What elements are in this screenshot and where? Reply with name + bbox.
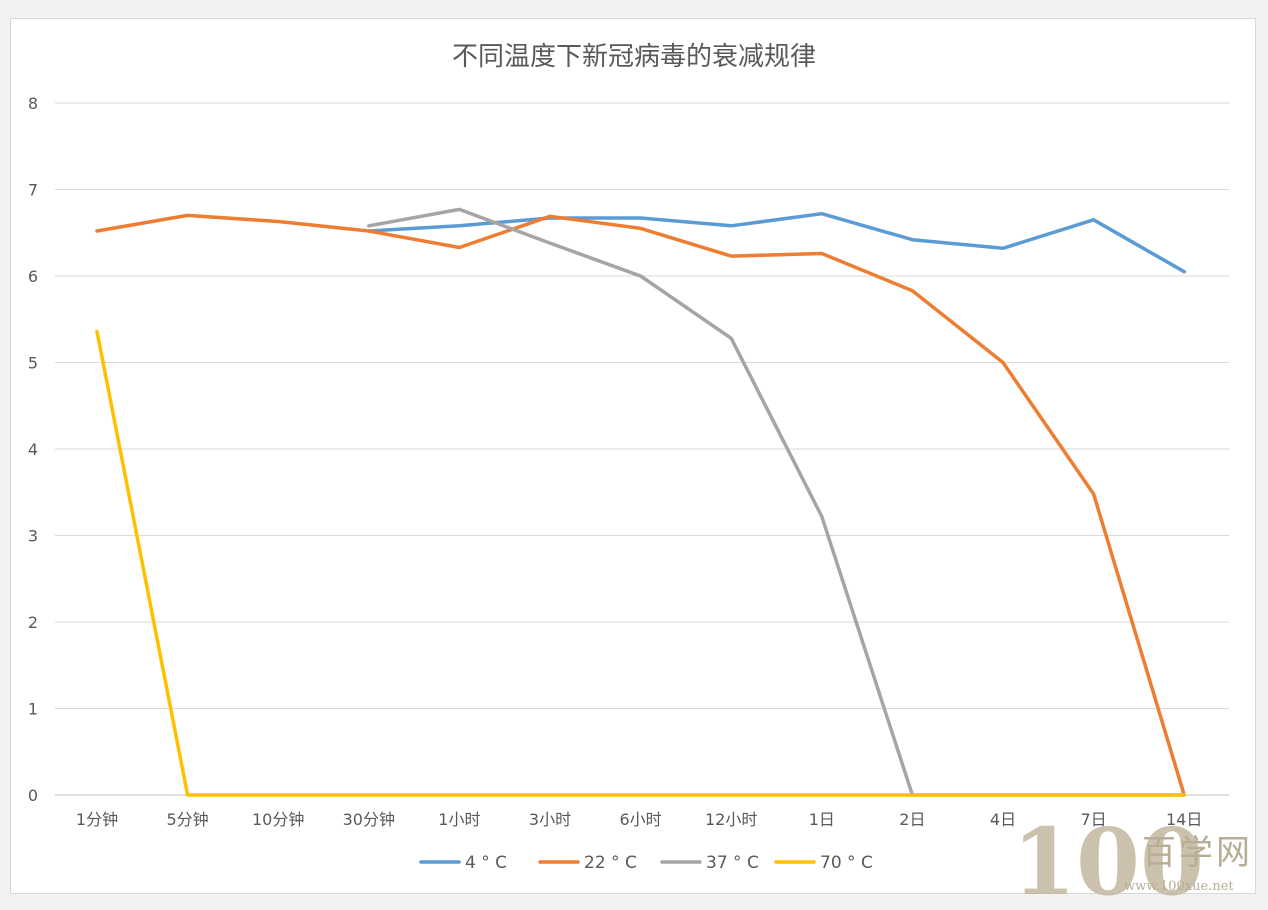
y-axis-ticks: 0 1 2 3 4 5 6 7 8 (28, 94, 38, 805)
x-axis-ticks: 1分钟 5分钟 10分钟 30分钟 1小时 3小时 6小时 12小时 1日 2日 4日 7日 14日 (76, 810, 1202, 829)
x-tick-label: 10分钟 (252, 810, 304, 829)
y-tick-label: 2 (28, 613, 38, 632)
gridlines (55, 102, 1229, 796)
watermark-logo-number: 100 (1012, 808, 1204, 900)
y-tick-label: 0 (28, 786, 38, 805)
y-tick-label: 3 (28, 527, 38, 546)
y-tick-label: 8 (28, 94, 38, 113)
x-tick-label: 4日 (990, 810, 1016, 829)
series-line-1 (95, 213, 1186, 797)
legend-entry-label: 4 ° C (465, 853, 507, 873)
watermark-logo: 100 百学网 www.100xue.net (1012, 808, 1253, 900)
series-line-3 (95, 329, 1186, 797)
x-tick-label: 7日 (1081, 810, 1107, 829)
x-tick-label: 3小时 (529, 810, 571, 829)
y-tick-label: 1 (28, 700, 38, 719)
series-line-2 (367, 207, 1186, 797)
x-tick-label: 6小时 (620, 810, 662, 829)
x-tick-label: 12小时 (705, 810, 757, 829)
y-tick-label: 5 (28, 354, 38, 373)
legend: 4 ° C 22 ° C 37 ° C 70 ° C (419, 853, 873, 873)
y-tick-label: 4 (28, 440, 38, 459)
y-tick-label: 6 (28, 267, 38, 286)
legend-entry-label: 37 ° C (706, 853, 759, 873)
watermark-site-name: 百学网 (1142, 833, 1253, 873)
x-tick-label: 14日 (1166, 810, 1202, 829)
x-tick-label: 2日 (899, 810, 925, 829)
x-tick-label: 1分钟 (76, 810, 118, 829)
x-tick-label: 1小时 (438, 810, 480, 829)
x-tick-label: 5分钟 (167, 810, 209, 829)
series-lines (95, 207, 1186, 797)
series-line-0 (367, 211, 1186, 274)
y-tick-label: 7 (28, 181, 38, 200)
x-tick-label: 30分钟 (343, 810, 395, 829)
legend-entry-label: 22 ° C (584, 853, 637, 873)
x-tick-label: 1日 (809, 810, 835, 829)
legend-entry-label: 70 ° C (820, 853, 873, 873)
watermark-url: www.100xue.net (1124, 879, 1234, 894)
chart-title: 不同温度下新冠病毒的衰减规律 (452, 42, 816, 72)
